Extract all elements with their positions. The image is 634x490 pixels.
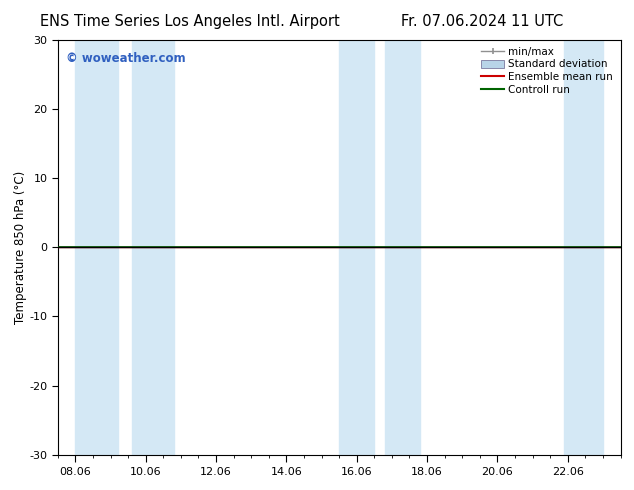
Bar bbox=[339, 40, 374, 455]
Text: © woweather.com: © woweather.com bbox=[67, 52, 186, 65]
Bar bbox=[75, 40, 117, 455]
Bar bbox=[132, 40, 174, 455]
Text: ENS Time Series Los Angeles Intl. Airport: ENS Time Series Los Angeles Intl. Airpor… bbox=[41, 14, 340, 29]
Text: Fr. 07.06.2024 11 UTC: Fr. 07.06.2024 11 UTC bbox=[401, 14, 563, 29]
Bar bbox=[385, 40, 420, 455]
Y-axis label: Temperature 850 hPa (°C): Temperature 850 hPa (°C) bbox=[13, 171, 27, 324]
Bar bbox=[564, 40, 603, 455]
Legend: min/max, Standard deviation, Ensemble mean run, Controll run: min/max, Standard deviation, Ensemble me… bbox=[479, 45, 615, 97]
